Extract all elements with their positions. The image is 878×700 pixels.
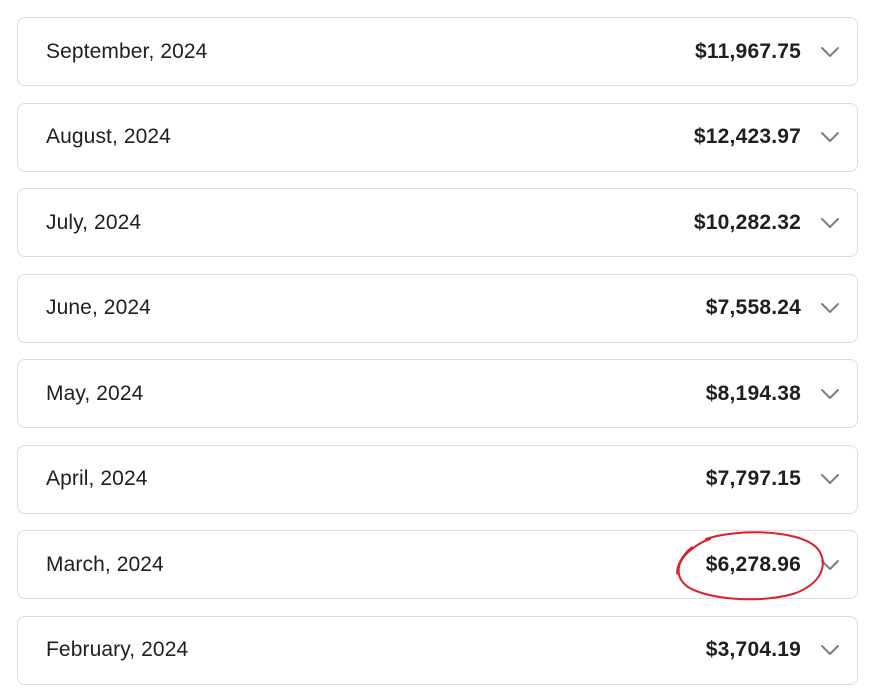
month-amount: $11,967.75 — [695, 39, 801, 63]
month-label: March, 2024 — [46, 552, 164, 576]
month-label: June, 2024 — [46, 296, 151, 319]
month-row-june-2024[interactable]: June, 2024 $7,558.24 — [17, 273, 858, 343]
month-label: July, 2024 — [46, 210, 142, 234]
chevron-down-icon[interactable] — [820, 473, 840, 485]
month-label: February, 2024 — [46, 638, 189, 661]
month-amount: $6,278.96 — [705, 552, 801, 576]
month-amount: $7,797.15 — [705, 467, 801, 490]
month-amount: $3,704.19 — [705, 638, 801, 661]
month-row-march-2024[interactable]: March, 2024 $6,278.96 — [17, 530, 858, 599]
chevron-down-icon[interactable] — [820, 131, 840, 143]
month-label: September, 2024 — [46, 39, 208, 63]
chevron-down-icon[interactable] — [820, 388, 840, 400]
month-amount: $7,558.24 — [705, 296, 801, 319]
month-label: May, 2024 — [46, 381, 144, 405]
month-amount: $8,194.38 — [705, 381, 801, 405]
month-row-september-2024[interactable]: September, 2024 $11,967.75 — [17, 17, 858, 86]
chevron-down-icon[interactable] — [820, 302, 840, 314]
chevron-down-icon[interactable] — [820, 217, 840, 229]
chevron-down-icon[interactable] — [820, 46, 840, 58]
month-row-august-2024[interactable]: August, 2024 $12,423.97 — [17, 102, 858, 172]
monthly-totals-list: September, 2024 $11,967.75 August, 2024 … — [17, 17, 858, 700]
chevron-down-icon[interactable] — [820, 644, 840, 656]
month-amount: $10,282.32 — [693, 210, 801, 234]
chevron-down-icon[interactable] — [820, 559, 840, 571]
month-row-may-2024[interactable]: May, 2024 $8,194.38 — [17, 359, 858, 428]
month-row-july-2024[interactable]: July, 2024 $10,282.32 — [17, 188, 858, 257]
month-row-february-2024[interactable]: February, 2024 $3,704.19 — [17, 615, 858, 685]
month-label: April, 2024 — [46, 467, 148, 490]
month-label: August, 2024 — [46, 125, 171, 148]
month-row-april-2024[interactable]: April, 2024 $7,797.15 — [17, 444, 858, 514]
month-amount: $12,423.97 — [693, 125, 801, 148]
